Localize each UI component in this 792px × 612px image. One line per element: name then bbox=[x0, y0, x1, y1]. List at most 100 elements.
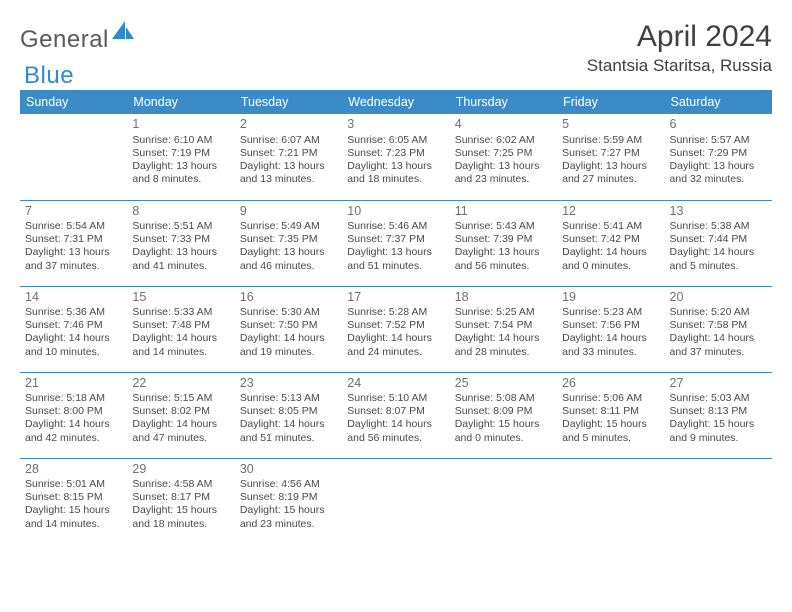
calendar-day-cell: 26Sunrise: 5:06 AMSunset: 8:11 PMDayligh… bbox=[557, 372, 664, 458]
day-header: Sunday bbox=[20, 90, 127, 114]
sunrise-line: Sunrise: 5:18 AM bbox=[25, 392, 122, 405]
daylight-line: Daylight: 14 hours and 56 minutes. bbox=[347, 418, 444, 444]
calendar-day-cell: 19Sunrise: 5:23 AMSunset: 7:56 PMDayligh… bbox=[557, 286, 664, 372]
sunrise-line: Sunrise: 5:33 AM bbox=[132, 306, 229, 319]
sunrise-line: Sunrise: 5:43 AM bbox=[455, 220, 552, 233]
sunrise-line: Sunrise: 5:15 AM bbox=[132, 392, 229, 405]
day-number: 29 bbox=[132, 462, 229, 478]
daylight-line: Daylight: 13 hours and 46 minutes. bbox=[240, 246, 337, 272]
sunset-line: Sunset: 7:48 PM bbox=[132, 319, 229, 332]
sunset-line: Sunset: 8:09 PM bbox=[455, 405, 552, 418]
sunset-line: Sunset: 7:54 PM bbox=[455, 319, 552, 332]
sunset-line: Sunset: 7:31 PM bbox=[25, 233, 122, 246]
calendar-day-cell: 3Sunrise: 6:05 AMSunset: 7:23 PMDaylight… bbox=[342, 114, 449, 200]
sunset-line: Sunset: 7:29 PM bbox=[670, 147, 767, 160]
sunset-line: Sunset: 7:58 PM bbox=[670, 319, 767, 332]
sunrise-line: Sunrise: 5:28 AM bbox=[347, 306, 444, 319]
day-number: 7 bbox=[25, 204, 122, 220]
sunrise-line: Sunrise: 5:08 AM bbox=[455, 392, 552, 405]
sunset-line: Sunset: 7:44 PM bbox=[670, 233, 767, 246]
sunset-line: Sunset: 7:42 PM bbox=[562, 233, 659, 246]
calendar-day-cell: 8Sunrise: 5:51 AMSunset: 7:33 PMDaylight… bbox=[127, 200, 234, 286]
sunrise-line: Sunrise: 5:20 AM bbox=[670, 306, 767, 319]
calendar-day-cell: 28Sunrise: 5:01 AMSunset: 8:15 PMDayligh… bbox=[20, 458, 127, 544]
calendar-day-cell: 25Sunrise: 5:08 AMSunset: 8:09 PMDayligh… bbox=[450, 372, 557, 458]
calendar-day-cell: 9Sunrise: 5:49 AMSunset: 7:35 PMDaylight… bbox=[235, 200, 342, 286]
daylight-line: Daylight: 15 hours and 23 minutes. bbox=[240, 504, 337, 530]
calendar-day-cell: 11Sunrise: 5:43 AMSunset: 7:39 PMDayligh… bbox=[450, 200, 557, 286]
calendar-day-cell: 12Sunrise: 5:41 AMSunset: 7:42 PMDayligh… bbox=[557, 200, 664, 286]
month-title: April 2024 bbox=[587, 20, 772, 54]
day-header: Wednesday bbox=[342, 90, 449, 114]
sunrise-line: Sunrise: 5:30 AM bbox=[240, 306, 337, 319]
calendar-empty-cell bbox=[557, 458, 664, 544]
day-number: 27 bbox=[670, 376, 767, 392]
sunrise-line: Sunrise: 5:38 AM bbox=[670, 220, 767, 233]
logo-sail-icon bbox=[112, 21, 136, 46]
calendar-day-cell: 6Sunrise: 5:57 AMSunset: 7:29 PMDaylight… bbox=[665, 114, 772, 200]
daylight-line: Daylight: 14 hours and 28 minutes. bbox=[455, 332, 552, 358]
day-number: 18 bbox=[455, 290, 552, 306]
daylight-line: Daylight: 14 hours and 5 minutes. bbox=[670, 246, 767, 272]
sunset-line: Sunset: 8:17 PM bbox=[132, 491, 229, 504]
day-number: 11 bbox=[455, 204, 552, 220]
logo-text-blue: Blue bbox=[24, 62, 74, 89]
calendar-day-cell: 13Sunrise: 5:38 AMSunset: 7:44 PMDayligh… bbox=[665, 200, 772, 286]
calendar-week-row: 7Sunrise: 5:54 AMSunset: 7:31 PMDaylight… bbox=[20, 200, 772, 286]
calendar-day-cell: 14Sunrise: 5:36 AMSunset: 7:46 PMDayligh… bbox=[20, 286, 127, 372]
sunrise-line: Sunrise: 5:36 AM bbox=[25, 306, 122, 319]
day-number: 26 bbox=[562, 376, 659, 392]
daylight-line: Daylight: 13 hours and 51 minutes. bbox=[347, 246, 444, 272]
daylight-line: Daylight: 13 hours and 32 minutes. bbox=[670, 160, 767, 186]
day-number: 8 bbox=[132, 204, 229, 220]
day-number: 20 bbox=[670, 290, 767, 306]
calendar-week-row: 21Sunrise: 5:18 AMSunset: 8:00 PMDayligh… bbox=[20, 372, 772, 458]
sunset-line: Sunset: 8:15 PM bbox=[25, 491, 122, 504]
daylight-line: Daylight: 13 hours and 18 minutes. bbox=[347, 160, 444, 186]
day-number: 19 bbox=[562, 290, 659, 306]
day-number: 13 bbox=[670, 204, 767, 220]
day-number: 25 bbox=[455, 376, 552, 392]
sunrise-line: Sunrise: 5:41 AM bbox=[562, 220, 659, 233]
daylight-line: Daylight: 14 hours and 10 minutes. bbox=[25, 332, 122, 358]
day-number: 6 bbox=[670, 117, 767, 133]
sunrise-line: Sunrise: 5:01 AM bbox=[25, 478, 122, 491]
day-header: Tuesday bbox=[235, 90, 342, 114]
sunset-line: Sunset: 7:52 PM bbox=[347, 319, 444, 332]
daylight-line: Daylight: 14 hours and 42 minutes. bbox=[25, 418, 122, 444]
sunset-line: Sunset: 7:27 PM bbox=[562, 147, 659, 160]
day-number: 24 bbox=[347, 376, 444, 392]
calendar-day-cell: 22Sunrise: 5:15 AMSunset: 8:02 PMDayligh… bbox=[127, 372, 234, 458]
calendar-day-cell: 27Sunrise: 5:03 AMSunset: 8:13 PMDayligh… bbox=[665, 372, 772, 458]
day-header: Monday bbox=[127, 90, 234, 114]
day-number: 15 bbox=[132, 290, 229, 306]
day-number: 17 bbox=[347, 290, 444, 306]
sunrise-line: Sunrise: 5:13 AM bbox=[240, 392, 337, 405]
calendar-day-cell: 21Sunrise: 5:18 AMSunset: 8:00 PMDayligh… bbox=[20, 372, 127, 458]
sunset-line: Sunset: 7:23 PM bbox=[347, 147, 444, 160]
daylight-line: Daylight: 13 hours and 23 minutes. bbox=[455, 160, 552, 186]
calendar-day-cell: 29Sunrise: 4:58 AMSunset: 8:17 PMDayligh… bbox=[127, 458, 234, 544]
daylight-line: Daylight: 13 hours and 27 minutes. bbox=[562, 160, 659, 186]
calendar-day-cell: 18Sunrise: 5:25 AMSunset: 7:54 PMDayligh… bbox=[450, 286, 557, 372]
day-number: 22 bbox=[132, 376, 229, 392]
day-number: 30 bbox=[240, 462, 337, 478]
sunset-line: Sunset: 8:13 PM bbox=[670, 405, 767, 418]
calendar-empty-cell bbox=[342, 458, 449, 544]
sunset-line: Sunset: 7:50 PM bbox=[240, 319, 337, 332]
daylight-line: Daylight: 13 hours and 56 minutes. bbox=[455, 246, 552, 272]
daylight-line: Daylight: 13 hours and 8 minutes. bbox=[132, 160, 229, 186]
sunrise-line: Sunrise: 5:25 AM bbox=[455, 306, 552, 319]
sunrise-line: Sunrise: 5:03 AM bbox=[670, 392, 767, 405]
calendar-day-cell: 17Sunrise: 5:28 AMSunset: 7:52 PMDayligh… bbox=[342, 286, 449, 372]
calendar-day-cell: 4Sunrise: 6:02 AMSunset: 7:25 PMDaylight… bbox=[450, 114, 557, 200]
day-number: 10 bbox=[347, 204, 444, 220]
sunrise-line: Sunrise: 5:49 AM bbox=[240, 220, 337, 233]
day-header-row: SundayMondayTuesdayWednesdayThursdayFrid… bbox=[20, 90, 772, 114]
day-number: 14 bbox=[25, 290, 122, 306]
sunrise-line: Sunrise: 5:57 AM bbox=[670, 134, 767, 147]
day-number: 16 bbox=[240, 290, 337, 306]
location: Stantsia Staritsa, Russia bbox=[587, 56, 772, 76]
sunrise-line: Sunrise: 6:02 AM bbox=[455, 134, 552, 147]
daylight-line: Daylight: 15 hours and 0 minutes. bbox=[455, 418, 552, 444]
